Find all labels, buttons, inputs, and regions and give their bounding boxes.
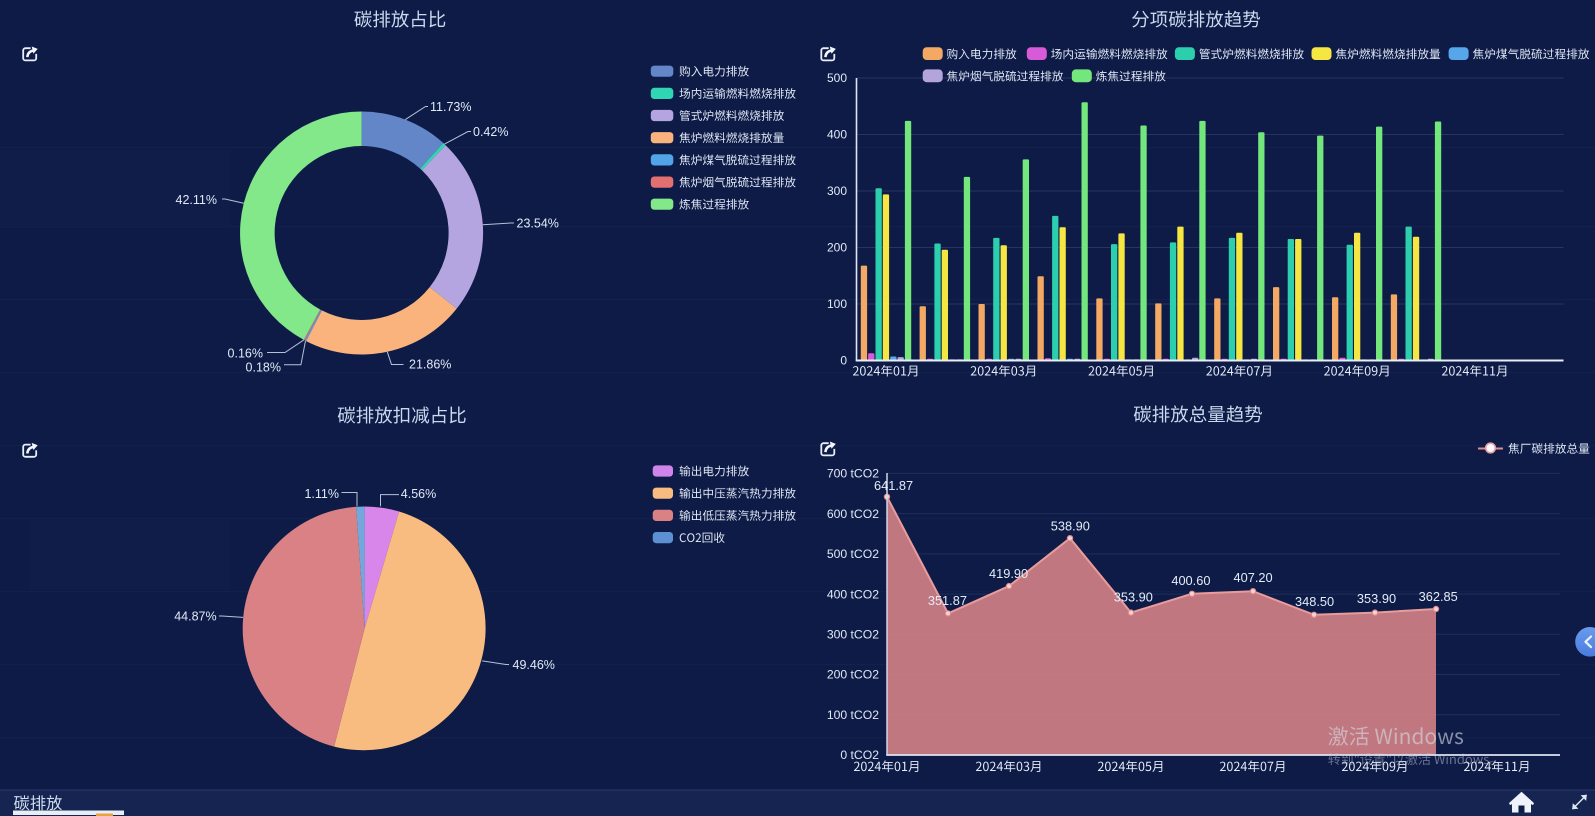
svg-text:407.20: 407.20 xyxy=(1234,570,1273,585)
svg-text:353.90: 353.90 xyxy=(1114,589,1153,604)
svg-text:500: 500 xyxy=(827,71,847,85)
svg-text:1.11%: 1.11% xyxy=(304,487,339,501)
svg-text:200: 200 xyxy=(827,241,847,255)
svg-text:362.85: 362.85 xyxy=(1419,589,1458,604)
svg-text:0: 0 xyxy=(840,354,847,368)
svg-text:0 tCO2: 0 tCO2 xyxy=(840,748,879,762)
svg-text:0.42%: 0.42% xyxy=(473,125,508,139)
svg-text:42.11%: 42.11% xyxy=(176,193,217,207)
svg-text:300: 300 xyxy=(827,184,847,198)
svg-text:11.73%: 11.73% xyxy=(430,100,471,114)
svg-text:353.90: 353.90 xyxy=(1357,591,1396,606)
svg-text:44.87%: 44.87% xyxy=(174,610,216,624)
svg-text:49.46%: 49.46% xyxy=(513,658,555,672)
svg-text:21.86%: 21.86% xyxy=(409,358,451,372)
svg-text:0.18%: 0.18% xyxy=(246,361,281,375)
svg-text:419.90: 419.90 xyxy=(989,566,1028,581)
svg-text:700 tCO2: 700 tCO2 xyxy=(827,467,879,481)
svg-text:400.60: 400.60 xyxy=(1171,573,1210,588)
svg-text:0.16%: 0.16% xyxy=(228,347,263,361)
svg-text:400 tCO2: 400 tCO2 xyxy=(827,587,879,601)
svg-text:100: 100 xyxy=(827,297,847,311)
svg-text:4.56%: 4.56% xyxy=(401,487,436,501)
svg-text:23.54%: 23.54% xyxy=(517,217,559,231)
svg-text:351.87: 351.87 xyxy=(928,593,967,608)
svg-text:538.90: 538.90 xyxy=(1051,518,1090,533)
svg-text:641.87: 641.87 xyxy=(874,478,913,493)
svg-text:600 tCO2: 600 tCO2 xyxy=(827,507,879,521)
svg-text:100 tCO2: 100 tCO2 xyxy=(827,708,879,722)
svg-text:300 tCO2: 300 tCO2 xyxy=(827,628,879,642)
svg-text:200 tCO2: 200 tCO2 xyxy=(827,668,879,682)
svg-text:400: 400 xyxy=(827,128,847,142)
svg-text:348.50: 348.50 xyxy=(1295,594,1334,609)
svg-text:500 tCO2: 500 tCO2 xyxy=(827,547,879,561)
